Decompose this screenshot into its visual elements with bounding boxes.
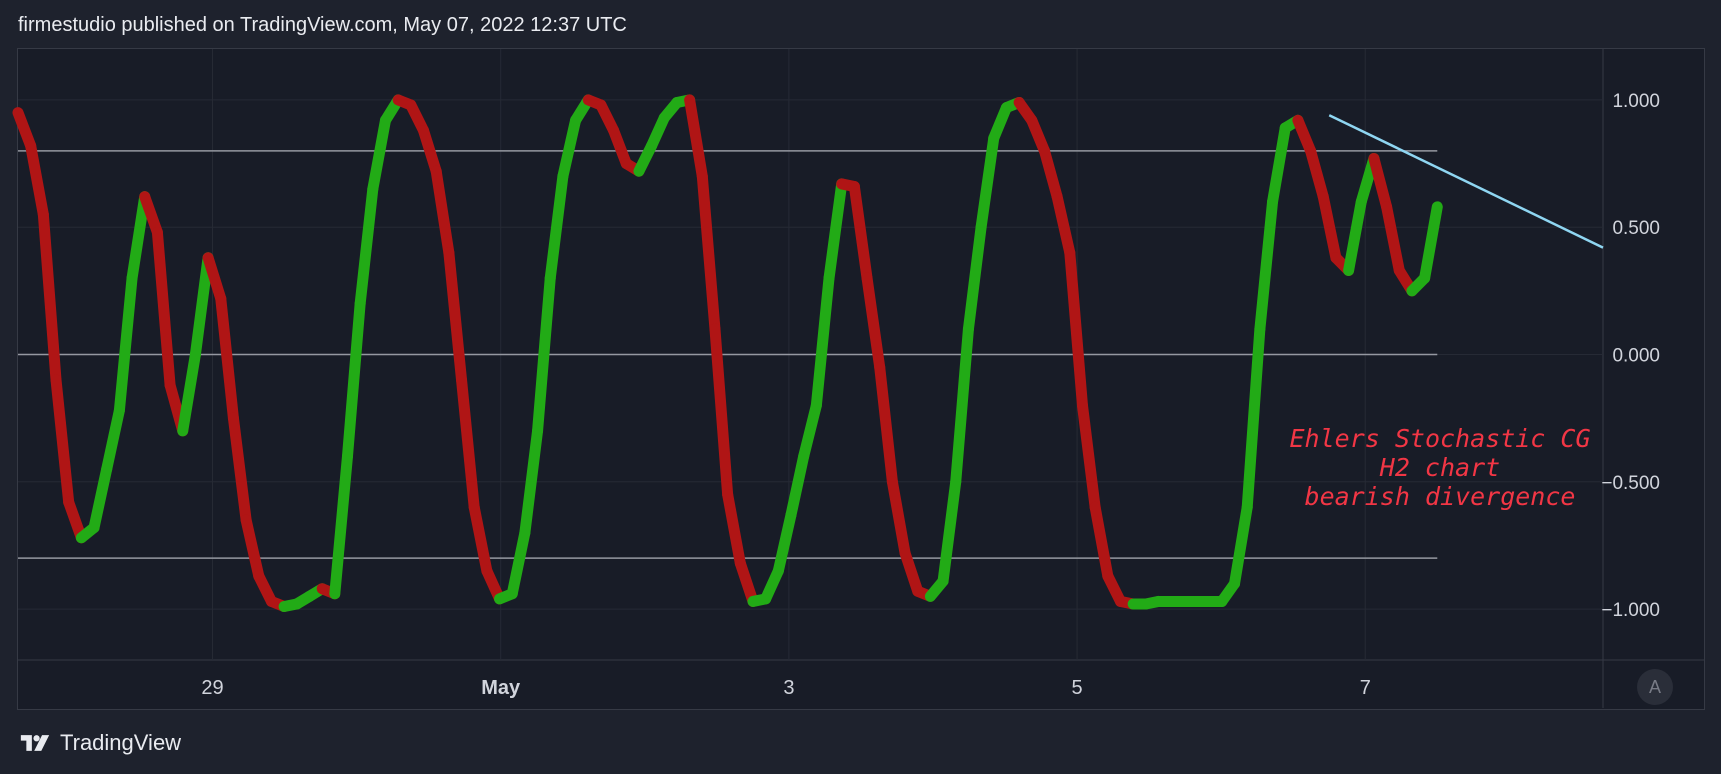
series-segment: [88, 463, 113, 534]
divergence-trendline: [1328, 114, 1604, 249]
series-segment: [1267, 122, 1291, 208]
y-tick-label: 0.000: [1612, 346, 1660, 367]
stochastic-cg-series: [12, 94, 1443, 613]
auto-scale-button[interactable]: A: [1637, 669, 1673, 705]
annotation-line-2: H2 chart: [1379, 453, 1501, 482]
series-segment: [519, 425, 544, 539]
series-segment: [1343, 196, 1367, 276]
series-segment: [608, 124, 632, 170]
series-segment: [1254, 196, 1279, 335]
series-segment: [532, 272, 556, 437]
series-segment: [1076, 399, 1101, 513]
series-segment: [899, 547, 924, 597]
y-tick-label: −1.000: [1601, 600, 1660, 621]
series-segment: [227, 412, 252, 526]
y-tick-label: 0.500: [1612, 218, 1660, 239]
series-segment: [1305, 145, 1329, 203]
annotation-line-1: Ehlers Stochastic CG: [1289, 424, 1591, 453]
x-tick-label: 5: [1072, 677, 1083, 699]
series-segment: [202, 252, 227, 304]
series-segment: [785, 450, 810, 521]
tradingview-brand-text: TradingView: [60, 730, 182, 755]
series-segment: [101, 405, 125, 475]
series-segment: [50, 374, 75, 508]
series-segment: [722, 489, 746, 569]
series-segment: [1064, 247, 1088, 411]
chart-annotation: Ehlers Stochastic CG H2 chart bearish di…: [1250, 424, 1630, 511]
y-tick-label: 1.000: [1612, 91, 1660, 112]
series-segment: [962, 221, 987, 335]
series-segment: [1038, 145, 1063, 203]
series-segment: [189, 252, 214, 360]
series-segment: [696, 170, 721, 335]
series-segment: [950, 323, 974, 488]
series-segment: [468, 501, 493, 577]
series-segment: [937, 476, 962, 587]
series-segment: [848, 180, 873, 284]
series-segment: [709, 323, 734, 501]
series-segment: [151, 226, 176, 391]
series-segment: [557, 114, 582, 182]
series-segment: [1419, 201, 1443, 284]
series-segment: [506, 527, 531, 600]
series-segment: [329, 450, 353, 600]
x-tick-label: 29: [201, 677, 223, 699]
series-segment: [177, 349, 201, 437]
series-segment: [1026, 114, 1050, 157]
footer-brand: TradingView: [18, 730, 181, 756]
series-segment: [12, 107, 37, 152]
series-segment: [430, 165, 455, 259]
series-segment: [684, 94, 708, 182]
series-segment: [354, 183, 379, 310]
x-tick-label: 3: [783, 677, 794, 699]
series-segment: [443, 247, 468, 386]
series-segment: [367, 114, 391, 195]
series-segment: [823, 178, 848, 284]
x-tick-label: May: [481, 677, 521, 699]
series-segment: [988, 102, 1012, 144]
series-segment: [63, 496, 87, 544]
series-segment: [1368, 152, 1393, 213]
series-segment: [139, 191, 163, 238]
series-segment: [544, 170, 569, 284]
series-segment: [886, 476, 911, 559]
series-segment: [1089, 501, 1114, 582]
series-segment: [215, 292, 239, 424]
series-segment: [798, 399, 822, 462]
series-segment: [418, 124, 442, 177]
series-segment: [240, 514, 265, 582]
series-segment: [37, 208, 62, 386]
x-axis: 29 May 3 5 7: [201, 677, 1370, 699]
series-segment: [1317, 191, 1342, 264]
series-segment: [1381, 201, 1405, 276]
trendline-layer: [1328, 114, 1604, 249]
series-segment: [734, 557, 759, 607]
series-segment: [1051, 191, 1076, 259]
grid-lines: [18, 49, 1704, 708]
y-tick-label: −0.500: [1601, 473, 1660, 494]
series-segment: [341, 298, 366, 462]
series-segment: [113, 272, 138, 417]
y-axis: 1.000 0.500 0.000 −0.500 −1.000: [1601, 91, 1660, 621]
series-segment: [772, 509, 797, 577]
series-segment: [874, 361, 898, 488]
annotation-line-3: bearish divergence: [1304, 482, 1576, 511]
series-segment: [1229, 501, 1253, 590]
x-tick-label: 7: [1360, 677, 1371, 699]
series-segment: [456, 374, 480, 513]
publish-header: firmestudio published on TradingView.com…: [18, 14, 627, 36]
series-segment: [126, 191, 151, 284]
series-segment: [25, 140, 49, 220]
series-segment: [810, 272, 835, 411]
tradingview-logo-icon: [20, 735, 50, 751]
series-segment: [1292, 114, 1317, 157]
series-segment: [861, 272, 886, 373]
series-segment: [1241, 323, 1266, 513]
series-segment: [975, 132, 1000, 233]
